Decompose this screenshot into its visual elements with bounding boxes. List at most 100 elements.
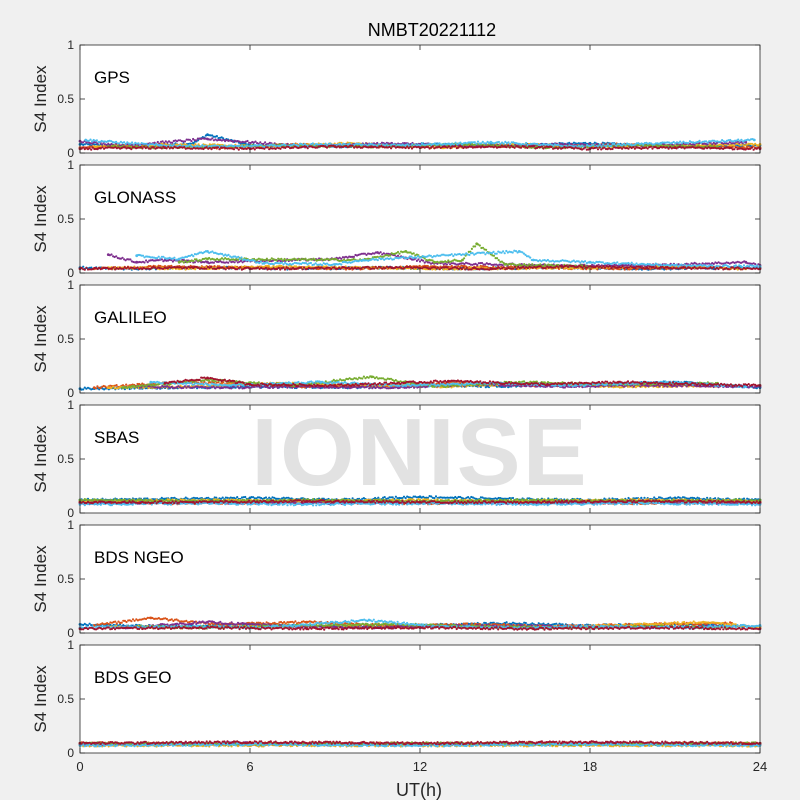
data-dot <box>485 142 487 144</box>
data-dot <box>406 146 408 148</box>
data-dot <box>159 257 161 259</box>
data-dot <box>740 139 742 141</box>
data-dot <box>481 262 483 264</box>
data-dot <box>234 261 236 263</box>
data-dot <box>118 142 120 144</box>
data-dot <box>192 255 194 257</box>
data-dot <box>455 142 457 144</box>
data-dot <box>353 256 355 258</box>
data-point <box>753 139 756 142</box>
data-dot <box>254 148 256 150</box>
data-dot <box>166 147 168 149</box>
data-dot <box>305 146 307 148</box>
data-dot <box>377 259 379 261</box>
data-dot <box>393 258 395 260</box>
data-dot <box>218 148 220 150</box>
data-dot <box>150 148 152 150</box>
data-dot <box>479 244 481 246</box>
data-dot <box>129 258 131 260</box>
data-dot <box>240 256 242 258</box>
data-dot <box>217 146 219 148</box>
data-dot <box>142 255 144 257</box>
data-dot <box>340 258 342 260</box>
data-dot <box>509 146 511 148</box>
data-dot <box>85 147 87 149</box>
data-dot <box>262 143 264 145</box>
data-dot <box>451 265 453 267</box>
data-dot <box>195 258 197 260</box>
data-dot <box>282 263 284 265</box>
y-axis-label: S4 Index <box>31 65 50 133</box>
data-dot <box>498 259 500 261</box>
data-dot <box>592 144 594 146</box>
data-dot <box>241 145 243 147</box>
data-dot <box>419 260 421 262</box>
data-dot <box>632 146 634 148</box>
data-dot <box>507 145 509 147</box>
data-dot <box>340 263 342 265</box>
data-dot <box>446 261 448 263</box>
data-dot <box>394 143 396 145</box>
data-dot <box>238 149 240 151</box>
data-dot <box>496 257 498 259</box>
data-dot <box>485 249 487 251</box>
data-dot <box>107 143 109 145</box>
data-dot <box>397 255 399 257</box>
data-dot <box>90 149 92 151</box>
data-dot <box>599 144 601 146</box>
data-dot <box>610 145 612 147</box>
data-dot <box>279 148 281 150</box>
data-dot <box>310 262 312 264</box>
data-dot <box>194 268 196 270</box>
data-dot <box>130 148 132 150</box>
data-dot <box>687 142 689 144</box>
data-dot <box>471 248 473 250</box>
data-dot <box>82 147 84 149</box>
data-dot <box>544 264 546 266</box>
data-dot <box>125 143 127 145</box>
data-dot <box>161 147 163 149</box>
data-dot <box>147 261 149 263</box>
data-dot <box>260 144 262 146</box>
data-dot <box>477 141 479 143</box>
data-dot <box>321 264 323 266</box>
data-dot <box>503 143 505 145</box>
data-dot <box>413 252 415 254</box>
data-dot <box>315 262 317 264</box>
data-dot <box>627 148 629 150</box>
data-dot <box>268 265 270 267</box>
data-dot <box>398 253 400 255</box>
data-dot <box>173 257 175 259</box>
data-dot <box>192 260 194 262</box>
data-dot <box>613 143 615 145</box>
data-dot <box>600 145 602 147</box>
data-dot <box>698 140 700 142</box>
data-dot <box>389 254 391 256</box>
data-dot <box>121 257 123 259</box>
data-dot <box>206 146 208 148</box>
data-dot <box>143 261 145 263</box>
data-dot <box>131 141 133 143</box>
data-dot <box>96 139 98 141</box>
data-dot <box>84 148 86 150</box>
data-dot <box>380 251 382 253</box>
data-dot <box>541 146 543 148</box>
data-dot <box>449 147 451 149</box>
data-dot <box>224 145 226 147</box>
data-dot <box>417 258 419 260</box>
data-dot <box>520 147 522 149</box>
data-dot <box>409 146 411 148</box>
data-dot <box>304 258 306 260</box>
data-dot <box>171 142 173 144</box>
data-dot <box>474 141 476 143</box>
data-dot <box>260 261 262 263</box>
data-dot <box>390 147 392 149</box>
panel-glonass: 00.51S4 Index GLONASS <box>31 158 761 280</box>
data-dot <box>539 263 541 265</box>
data-dot <box>190 140 192 142</box>
data-dot <box>507 141 509 143</box>
data-dot <box>410 256 412 258</box>
data-dot <box>227 254 229 256</box>
